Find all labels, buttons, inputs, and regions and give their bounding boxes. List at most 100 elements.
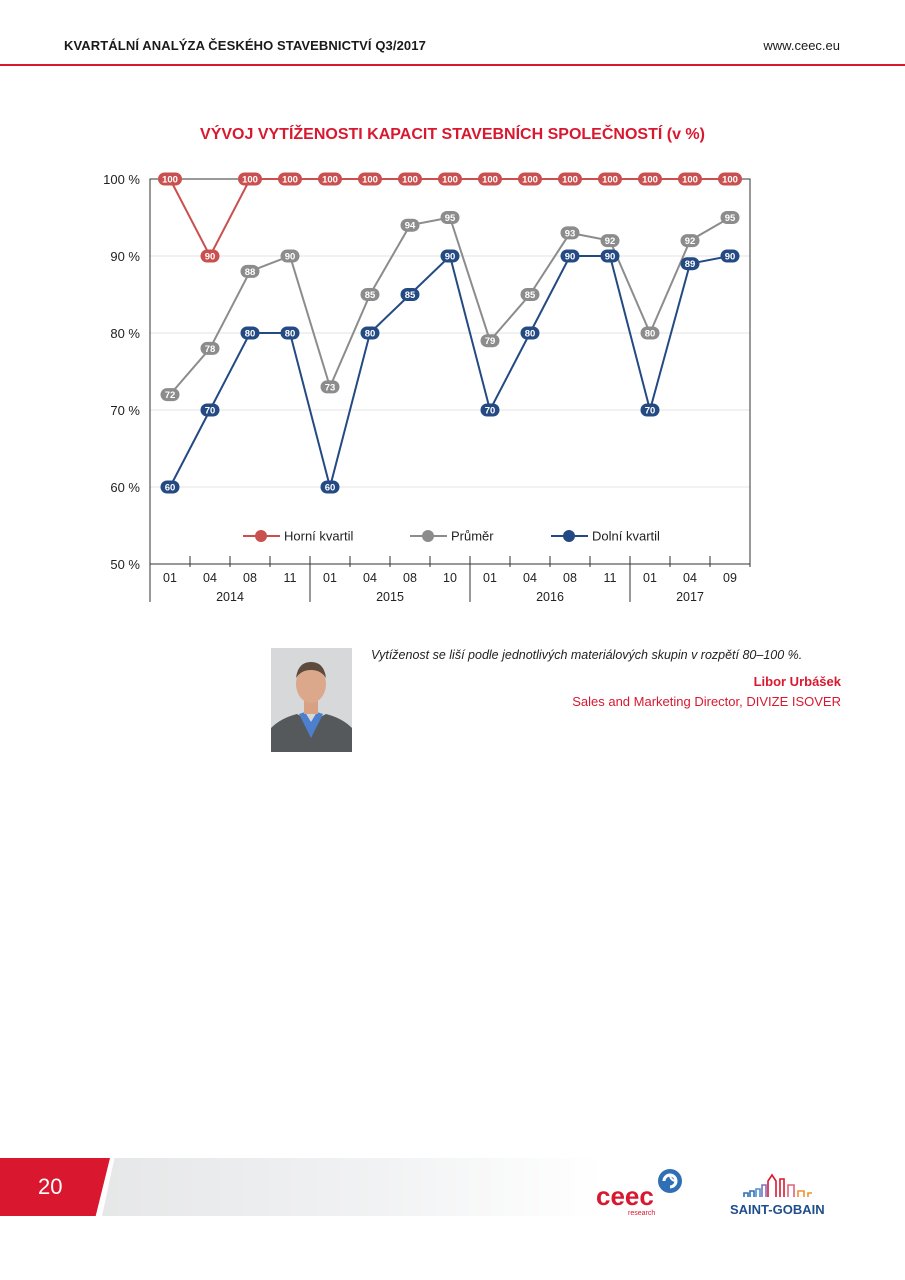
- data-point-marker: [720, 211, 740, 224]
- quote-text: Vytíženost se liší podle jednotlivých ma…: [371, 648, 803, 662]
- data-label: 60: [325, 483, 336, 494]
- data-point: 90: [200, 249, 220, 263]
- data-point-marker: [278, 172, 302, 186]
- data-label: 85: [525, 290, 536, 301]
- data-point-marker: [240, 326, 260, 340]
- year-label: 2014: [216, 590, 244, 604]
- data-point: 100: [278, 172, 302, 186]
- data-label: 89: [685, 259, 696, 270]
- data-point: 95: [720, 211, 740, 224]
- data-label: 100: [282, 175, 298, 186]
- data-point-marker: [200, 403, 220, 417]
- data-point-marker: [638, 172, 662, 186]
- y-tick-label: 60 %: [110, 480, 140, 495]
- data-point: 90: [720, 249, 740, 263]
- legend-marker: [255, 530, 267, 542]
- data-point-marker: [720, 249, 740, 263]
- data-label: 60: [165, 483, 176, 494]
- data-point-marker: [440, 211, 460, 224]
- data-label: 90: [205, 252, 216, 263]
- data-point: 70: [480, 403, 500, 417]
- x-tick-label: 08: [563, 571, 577, 585]
- data-point: 100: [438, 172, 462, 186]
- year-label: 2015: [376, 590, 404, 604]
- data-point: 95: [440, 211, 460, 224]
- data-point: 85: [400, 288, 420, 301]
- y-tick-label: 50 %: [110, 557, 140, 572]
- chart-title: VÝVOJ VYTÍŽENOSTI KAPACIT STAVEBNÍCH SPO…: [200, 126, 705, 143]
- x-tick-label: 09: [723, 571, 737, 585]
- legend-marker: [422, 530, 434, 542]
- data-point: 100: [518, 172, 542, 186]
- data-label: 80: [245, 329, 256, 340]
- data-point: 92: [680, 234, 700, 248]
- data-point-marker: [438, 172, 462, 186]
- legend-label: Průměr: [451, 529, 494, 544]
- data-point: 85: [360, 288, 380, 301]
- x-tick-label: 08: [243, 571, 257, 585]
- data-label: 92: [685, 236, 696, 247]
- data-point: 94: [400, 218, 420, 232]
- data-point-marker: [200, 249, 220, 263]
- data-point: 80: [520, 326, 540, 340]
- ceec-logo: ceec research: [596, 1169, 682, 1217]
- data-point-marker: [398, 172, 422, 186]
- data-label: 80: [645, 329, 656, 340]
- data-point-marker: [160, 388, 180, 402]
- x-tick-label: 04: [683, 571, 697, 585]
- year-label: 2017: [676, 590, 704, 604]
- quote-author-role: Sales and Marketing Director, DIVIZE ISO…: [572, 694, 841, 709]
- data-point-marker: [520, 326, 540, 340]
- page-number: 20: [38, 1174, 63, 1199]
- data-point-marker: [160, 480, 180, 494]
- data-point-marker: [358, 172, 382, 186]
- footer-page-tab: [0, 1158, 110, 1216]
- y-tick-label: 90 %: [110, 249, 140, 264]
- ceec-logo-text: ceec: [596, 1181, 654, 1211]
- data-point-marker: [600, 234, 620, 248]
- data-point: 80: [360, 326, 380, 340]
- data-label: 80: [525, 329, 536, 340]
- legend-marker: [563, 530, 575, 542]
- data-point: 85: [520, 288, 540, 301]
- data-label: 88: [245, 267, 256, 278]
- data-label: 95: [725, 213, 736, 224]
- data-point-marker: [640, 403, 660, 417]
- author-photo: [271, 648, 352, 752]
- data-label: 90: [725, 252, 736, 263]
- data-point: 100: [398, 172, 422, 186]
- data-label: 72: [165, 390, 176, 401]
- data-point: 100: [478, 172, 502, 186]
- data-point-marker: [400, 288, 420, 301]
- header-url[interactable]: www.ceec.eu: [763, 38, 840, 53]
- data-point-marker: [158, 172, 182, 186]
- data-label: 100: [722, 175, 738, 186]
- data-label: 70: [485, 406, 496, 417]
- data-point: 80: [280, 326, 300, 340]
- data-point-marker: [560, 226, 580, 240]
- data-point-marker: [200, 341, 220, 355]
- legend-entry: Horní kvartil: [243, 529, 353, 544]
- data-point-marker: [718, 172, 742, 186]
- x-tick-label: 04: [363, 571, 377, 585]
- data-label: 100: [562, 175, 578, 186]
- header-divider: [0, 64, 905, 66]
- ceec-logo-sub: research: [628, 1210, 655, 1217]
- data-label: 92: [605, 236, 616, 247]
- series-line: [169, 254, 731, 491]
- data-point: 100: [678, 172, 702, 186]
- data-label: 79: [485, 336, 496, 347]
- data-label: 80: [285, 329, 296, 340]
- x-tick-label: 01: [483, 571, 497, 585]
- data-point: 90: [560, 249, 580, 263]
- data-label: 90: [565, 252, 576, 263]
- data-point: 60: [320, 480, 340, 494]
- data-label: 90: [605, 252, 616, 263]
- data-point-marker: [318, 172, 342, 186]
- x-tick-label: 04: [203, 571, 217, 585]
- data-label: 100: [242, 175, 258, 186]
- data-point-marker: [600, 249, 620, 263]
- data-point: 90: [280, 249, 300, 263]
- x-tick-label: 10: [443, 571, 457, 585]
- x-tick-label: 11: [604, 571, 617, 585]
